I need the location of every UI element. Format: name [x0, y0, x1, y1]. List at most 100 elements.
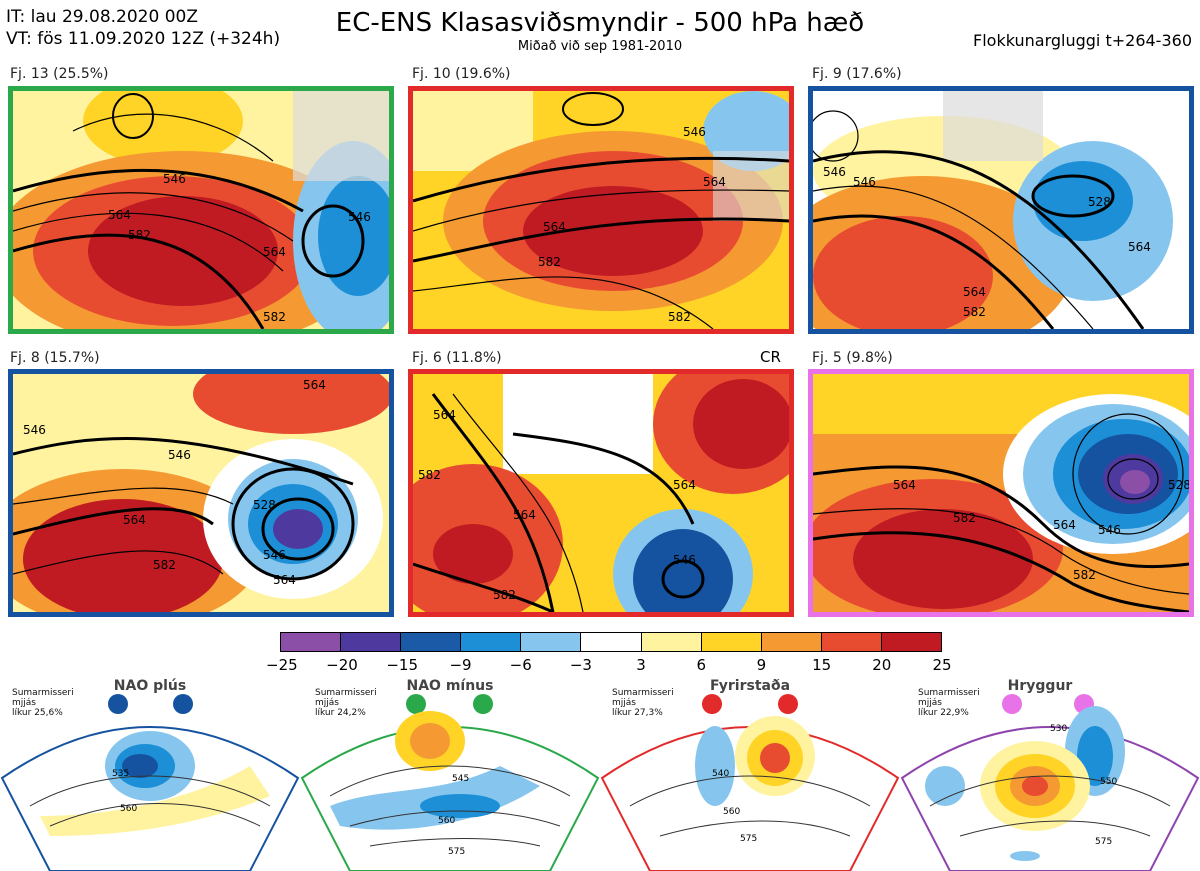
- regime-dot: [108, 694, 128, 714]
- regime-dot: [702, 694, 722, 714]
- colorbar-tick-label: −9: [449, 656, 472, 674]
- contour-label: 535: [112, 769, 129, 779]
- cluster-map-8: 546 564 582 528 546 564 546 564: [8, 369, 394, 617]
- valid-time: VT: fös 11.09.2020 12Z (+324h): [6, 29, 281, 49]
- cluster-map-5: 564 582 546 564 582 528: [808, 369, 1194, 617]
- regime-dot: [1002, 694, 1022, 714]
- regime-stats: Sumarmisseri mjjás líkur 25,6%: [12, 688, 74, 718]
- contour-label: 528: [1088, 195, 1111, 209]
- panel-label-1: Fj. 13 (25.5%): [10, 66, 109, 82]
- regime-name: NAO mínus: [406, 678, 494, 694]
- colorbar-swatch: [341, 633, 402, 651]
- colorbar-swatch: [641, 633, 702, 651]
- contour-label: 582: [153, 558, 176, 572]
- contour-label: 528: [1168, 478, 1189, 492]
- cluster-map-6: 564 582 564 546 564 582: [408, 369, 794, 617]
- regime-ridge: Sumarmisseri mjjás líkur 22,9% Hryggur 530…: [900, 676, 1200, 871]
- panel-label-6: Fj. 5 (9.8%): [812, 350, 893, 366]
- colorbar-tick-label: −15: [386, 656, 419, 674]
- colorbar-tick-label: −25: [266, 656, 298, 674]
- contour-label: 575: [448, 847, 465, 857]
- regime-nao-minus: Sumarmisseri mjjás líkur 24,2% NAO mínus 5…: [300, 676, 600, 871]
- contour-label: 582: [953, 511, 976, 525]
- contour-label: 546: [683, 125, 706, 139]
- regime-name: Hryggur: [1007, 678, 1073, 694]
- contour-label: 528: [253, 498, 276, 512]
- contour-label: 560: [120, 804, 137, 814]
- page-title: EC-ENS Klasasviðsmyndir - 500 hPa hæð: [335, 8, 865, 38]
- colorbar-tick-label: 6: [696, 656, 707, 674]
- cluster-map-10: 546 564 582 582 564: [408, 86, 794, 334]
- contour-label: 546: [263, 548, 286, 562]
- contour-label: 546: [823, 165, 846, 179]
- panel-label-5: Fj. 6 (11.8%): [412, 350, 502, 366]
- colorbar-swatch: [461, 633, 522, 651]
- contour-label: 564: [543, 220, 566, 234]
- colorbar-ticks: −25 −20 −15 −9 −6 −3 3 6 9 15 20 25: [266, 656, 952, 676]
- regime-blocking: Sumarmisseri mjjás líkur 27,3% Fyrirstaða …: [600, 676, 900, 871]
- contour-label: 546: [168, 448, 191, 462]
- colorbar-tick-label: 3: [636, 656, 646, 674]
- colorbar: [280, 632, 942, 654]
- colorbar-swatch: [881, 633, 942, 651]
- colorbar-swatch: [521, 633, 582, 651]
- contour-label: 564: [673, 478, 696, 492]
- contour-label: 560: [438, 816, 455, 826]
- contour-label: 582: [538, 255, 561, 269]
- contour-label: 564: [123, 513, 146, 527]
- contour-label: 560: [723, 807, 740, 817]
- contour-label: 540: [712, 769, 729, 779]
- contour-label: 582: [493, 588, 516, 602]
- contour-label: 545: [452, 774, 469, 784]
- colorbar-swatch: [401, 633, 462, 651]
- colorbar-tick-label: 25: [932, 656, 952, 674]
- contour-label: 582: [263, 310, 286, 324]
- contour-label: 564: [1128, 240, 1151, 254]
- colorbar-swatch: [821, 633, 882, 651]
- panel-label-4: Fj. 8 (15.7%): [10, 350, 100, 366]
- contour-label: 582: [1073, 568, 1096, 582]
- regime-stats: Sumarmisseri mjjás líkur 22,9%: [918, 688, 980, 718]
- contour-label: 564: [303, 378, 326, 392]
- contour-label: 582: [128, 228, 151, 242]
- regime-dot: [173, 694, 193, 714]
- contour-label: 564: [1053, 518, 1076, 532]
- regime-dot: [406, 694, 426, 714]
- regime-dot: [473, 694, 493, 714]
- colorbar-swatch: [761, 633, 822, 651]
- cluster-map-13: 546 564 582 546 564 582: [8, 86, 394, 334]
- header-times: IT: lau 29.08.2020 00Z VT: fös 11.09.202…: [6, 6, 280, 50]
- colorbar-swatch: [281, 633, 342, 651]
- contour-label: 582: [418, 468, 441, 482]
- colorbar-tick-label: 20: [872, 656, 892, 674]
- contour-label: 546: [348, 210, 371, 224]
- contour-label: 564: [963, 285, 986, 299]
- contour-label: 564: [108, 208, 131, 222]
- contour-label: 564: [433, 408, 456, 422]
- colorbar-swatch: [701, 633, 762, 651]
- contour-label: 582: [668, 310, 691, 324]
- contour-label: 546: [23, 423, 46, 437]
- regime-dot: [778, 694, 798, 714]
- contour-label: 546: [673, 553, 696, 567]
- colorbar-tick-label: −20: [326, 656, 358, 674]
- regime-stats: Sumarmisseri mjjás líkur 24,2%: [315, 688, 377, 718]
- contour-label: 564: [273, 573, 296, 587]
- contour-label: 546: [163, 172, 186, 186]
- cluster-map-9: 546 564 582 528 564 546: [808, 86, 1194, 334]
- colorbar-tick-label: 15: [812, 656, 832, 674]
- contour-label: 564: [703, 175, 726, 189]
- contour-label: 564: [893, 478, 916, 492]
- init-time: IT: lau 29.08.2020 00Z: [6, 7, 198, 27]
- contour-label: 582: [963, 305, 986, 319]
- page-subtitle: Miðað við sep 1981-2010: [517, 39, 683, 54]
- contour-label: 530: [1050, 724, 1067, 734]
- contour-label: 546: [853, 175, 876, 189]
- panel-label-2: Fj. 10 (19.6%): [412, 66, 511, 82]
- panel-tag-cr: CR: [760, 348, 781, 366]
- colorbar-swatch: [581, 633, 642, 651]
- regime-stats: Sumarmisseri mjjás líkur 27,3%: [612, 688, 674, 718]
- colorbar-tick-label: −3: [569, 656, 592, 674]
- regime-name: Fyrirstaða: [709, 678, 791, 694]
- contour-label: 564: [513, 508, 536, 522]
